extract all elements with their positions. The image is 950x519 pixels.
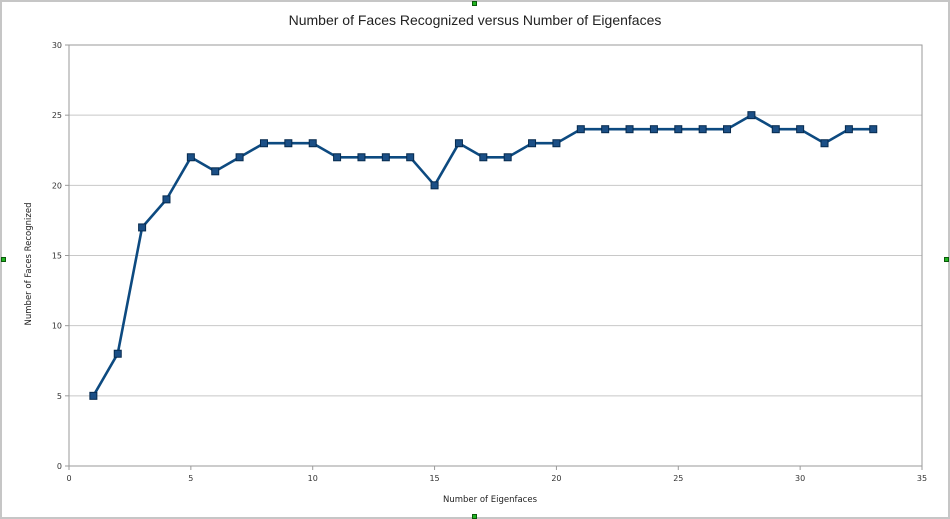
- data-point: [747, 111, 756, 120]
- y-tick-label: 0: [57, 462, 62, 471]
- y-axis-title: Number of Faces Recognized: [24, 203, 34, 326]
- gridlines: [69, 44, 922, 467]
- x-tick-label: 30: [795, 474, 805, 483]
- y-tick-label: 30: [52, 41, 62, 50]
- data-point: [406, 153, 415, 162]
- data-point: [113, 349, 122, 358]
- data-point: [723, 125, 732, 134]
- y-tick-label: 10: [52, 322, 62, 331]
- data-point: [454, 139, 463, 148]
- data-point: [333, 153, 342, 162]
- data-point: [308, 139, 317, 148]
- data-point: [552, 139, 561, 148]
- data-point: [235, 153, 244, 162]
- y-tick-label: 20: [52, 181, 62, 190]
- data-point: [381, 153, 390, 162]
- resize-handle-bottom[interactable]: [472, 514, 477, 519]
- data-point: [698, 125, 707, 134]
- data-point: [503, 153, 512, 162]
- data-point: [796, 125, 805, 134]
- x-tick-label: 0: [66, 474, 71, 483]
- resize-handle-top[interactable]: [472, 1, 477, 6]
- x-tick-label: 25: [673, 474, 683, 483]
- data-point: [576, 125, 585, 134]
- data-point: [430, 181, 439, 190]
- data-point: [625, 125, 634, 134]
- x-tick-label: 10: [308, 474, 318, 483]
- resize-handle-right[interactable]: [944, 257, 949, 262]
- axes: 0 5 10 15 20 25 30 0 5 10 15 20 25 30 35: [52, 41, 927, 483]
- y-tick-label: 5: [57, 392, 62, 401]
- y-tick-label: 25: [52, 111, 62, 120]
- data-point: [820, 139, 829, 148]
- series-eigenfaces: [89, 111, 878, 400]
- x-axis-title: Number of Eigenfaces: [443, 495, 538, 505]
- data-point: [138, 223, 147, 232]
- data-point: [844, 125, 853, 134]
- x-tick-label: 35: [917, 474, 927, 483]
- data-point: [259, 139, 268, 148]
- x-tick-label: 20: [551, 474, 561, 483]
- data-point: [771, 125, 780, 134]
- data-point: [211, 167, 220, 176]
- y-tick-label: 15: [52, 252, 62, 261]
- data-point: [601, 125, 610, 134]
- data-point: [674, 125, 683, 134]
- data-point: [479, 153, 488, 162]
- plot-area-border: [68, 44, 923, 467]
- data-point: [528, 139, 537, 148]
- data-point: [284, 139, 293, 148]
- resize-handle-left[interactable]: [1, 257, 6, 262]
- x-tick-label: 5: [188, 474, 193, 483]
- data-point: [162, 195, 171, 204]
- x-tick-label: 15: [429, 474, 439, 483]
- data-point: [357, 153, 366, 162]
- chart-title: Number of Faces Recognized versus Number…: [289, 12, 662, 28]
- data-point: [89, 391, 98, 400]
- data-point: [649, 125, 658, 134]
- data-point: [869, 125, 878, 134]
- data-point: [186, 153, 195, 162]
